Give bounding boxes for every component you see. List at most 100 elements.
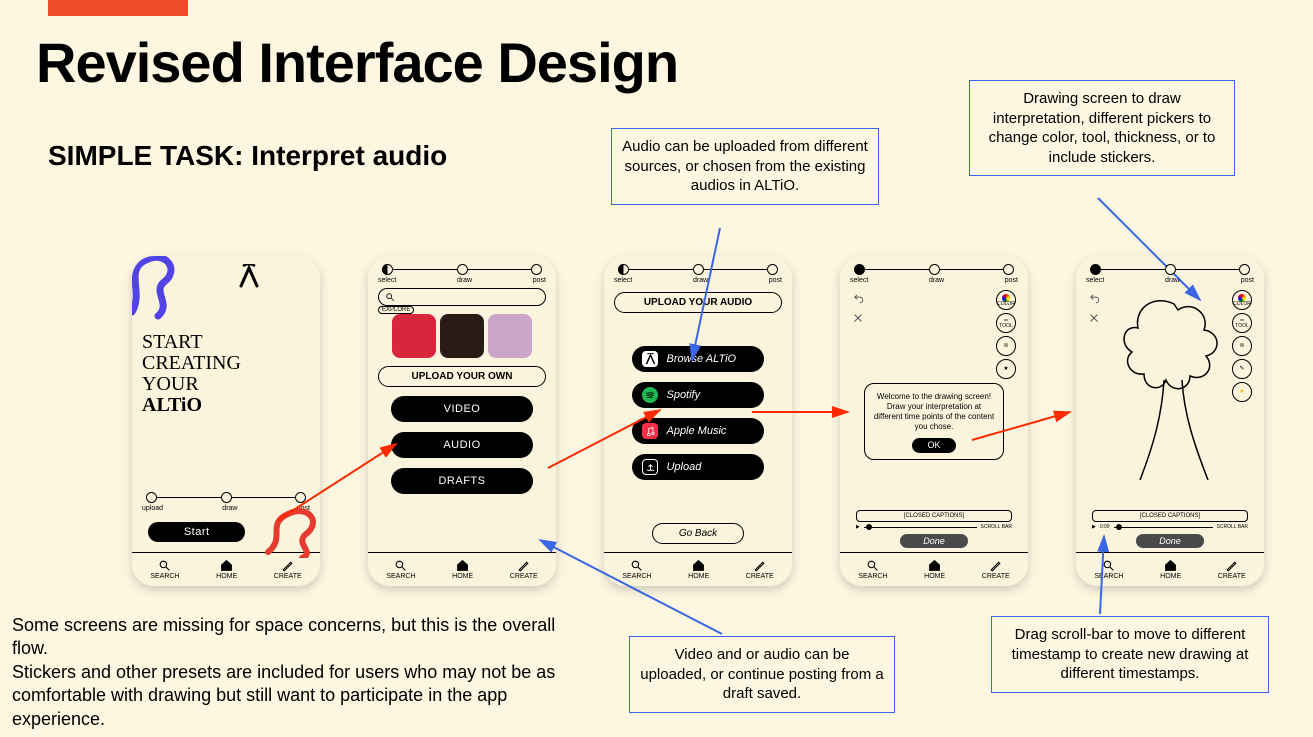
scroll-label: SCROLL BAR [1217, 524, 1249, 530]
audio-button[interactable]: AUDIO [391, 432, 534, 458]
tab-search[interactable]: SEARCH [1094, 559, 1123, 580]
tab-create[interactable]: CREATE [982, 559, 1010, 580]
tool-picker-column: COLOR ═TOOL ≋ ★ [996, 290, 1016, 379]
done-button[interactable]: Done [1136, 534, 1203, 548]
done-button[interactable]: Done [900, 534, 967, 548]
step-dot [1090, 264, 1101, 275]
step-label: upload [142, 505, 163, 512]
tab-create[interactable]: CREATE [274, 559, 302, 580]
play-icon[interactable]: ▶ [1092, 524, 1096, 530]
tab-search[interactable]: SEARCH [858, 559, 887, 580]
closed-captions-bar: [CLOSED CAPTIONS] [1092, 510, 1248, 522]
scroll-thumb[interactable] [1116, 524, 1122, 530]
step-dot [1239, 264, 1250, 275]
closed-captions-bar: [CLOSED CAPTIONS] [856, 510, 1012, 522]
scroll-track[interactable] [864, 527, 977, 528]
step-label: post [1005, 277, 1018, 284]
step-label: post [769, 277, 782, 284]
source-spotify-button[interactable]: Spotify [632, 382, 763, 408]
drawing-canvas[interactable]: COLOR ═TOOL ≋ ✎ ★ [1086, 288, 1254, 508]
close-icon[interactable] [852, 312, 864, 324]
tab-home[interactable]: HOME [216, 559, 237, 580]
source-label: Spotify [666, 389, 700, 401]
source-apple-music-button[interactable]: Apple Music [632, 418, 763, 444]
tab-search[interactable]: SEARCH [622, 559, 651, 580]
timeline-scrollbar[interactable]: ▶ 0:00 SCROLL BAR [1086, 524, 1254, 532]
drawing-canvas[interactable]: COLOR ═TOOL ≋ ★ Welcome to the drawing s… [850, 288, 1018, 508]
step-labels: select draw post [614, 277, 782, 284]
step-label: select [1086, 277, 1104, 284]
tab-home[interactable]: HOME [1160, 559, 1181, 580]
screen-drawing-modal: select draw post COLOR ═TOOL ≋ ★ Welcome… [840, 256, 1028, 586]
step-labels: select draw post [1086, 277, 1254, 284]
tab-home[interactable]: HOME [688, 559, 709, 580]
footnote-left: Some screens are missing for space conce… [12, 614, 592, 731]
tab-home[interactable]: HOME [924, 559, 945, 580]
drafts-button[interactable]: DRAFTS [391, 468, 534, 494]
video-button[interactable]: VIDEO [391, 396, 534, 422]
scroll-track[interactable] [1114, 527, 1213, 528]
tab-label: CREATE [510, 573, 538, 580]
go-back-button[interactable]: Go Back [652, 523, 744, 544]
tab-create[interactable]: CREATE [510, 559, 538, 580]
tab-search[interactable]: SEARCH [150, 559, 179, 580]
tab-bar: SEARCH HOME CREATE [368, 552, 556, 586]
scroll-thumb[interactable] [866, 524, 872, 530]
tab-create[interactable]: CREATE [1218, 559, 1246, 580]
step-dot [929, 264, 940, 275]
start-button[interactable]: Start [148, 522, 245, 542]
step-dot [767, 264, 778, 275]
step-dot [531, 264, 542, 275]
sticker-icon: ★ [1003, 366, 1008, 372]
explore-thumb[interactable] [392, 314, 436, 358]
step-label: select [378, 277, 396, 284]
search-input[interactable] [378, 288, 546, 306]
tool-thickness-button[interactable]: ≋ [996, 336, 1016, 356]
step-dot [1165, 264, 1176, 275]
modal-ok-button[interactable]: OK [912, 438, 956, 453]
tab-label: SEARCH [386, 573, 415, 580]
tool-color-button[interactable]: COLOR [996, 290, 1016, 310]
source-label: Apple Music [666, 425, 726, 437]
welcome-modal: Welcome to the drawing screen! Draw your… [864, 383, 1004, 460]
tool-tool-button[interactable]: ═TOOL [996, 313, 1016, 333]
progress-stepper [850, 264, 1018, 275]
tab-create[interactable]: CREATE [746, 559, 774, 580]
tab-label: CREATE [1218, 573, 1246, 580]
source-label: Browse ALTiO [666, 353, 736, 365]
step-label: select [614, 277, 632, 284]
explore-thumb[interactable] [488, 314, 532, 358]
tab-label: CREATE [746, 573, 774, 580]
step-dot [693, 264, 704, 275]
undo-icon[interactable] [1088, 292, 1102, 306]
close-icon[interactable] [1088, 312, 1100, 324]
undo-icon[interactable] [852, 292, 866, 306]
callout-audio-sources: Audio can be uploaded from different sou… [611, 128, 879, 205]
tagline-l3: YOUR [142, 373, 199, 395]
play-icon[interactable]: ▶ [856, 524, 860, 530]
source-label: Upload [666, 461, 701, 473]
step-label: post [533, 277, 546, 284]
source-altio-button[interactable]: Browse ALTiO [632, 346, 763, 372]
step-dot [618, 264, 629, 275]
step-label: draw [222, 505, 237, 512]
spotify-icon [642, 387, 658, 403]
source-upload-button[interactable]: Upload [632, 454, 763, 480]
step-dot [1003, 264, 1014, 275]
tab-search[interactable]: SEARCH [386, 559, 415, 580]
tool-sticker-button[interactable]: ★ [996, 359, 1016, 379]
tab-label: HOME [452, 573, 473, 580]
slide-subtitle: SIMPLE TASK: Interpret audio [48, 140, 447, 172]
start-tagline: START CREATING YOUR ALTiO [142, 332, 310, 416]
progress-stepper [614, 264, 782, 275]
step-dot [854, 264, 865, 275]
tab-bar: SEARCH HOME CREATE [1076, 552, 1264, 586]
tab-home[interactable]: HOME [452, 559, 473, 580]
step-dot [295, 492, 306, 503]
explore-thumb[interactable] [440, 314, 484, 358]
timeline-scrollbar[interactable]: ▶ SCROLL BAR [850, 524, 1018, 532]
step-labels: select draw post [378, 277, 546, 284]
callout-drawing-screen: Drawing screen to draw interpretation, d… [969, 80, 1235, 176]
slide-title: Revised Interface Design [36, 30, 678, 95]
tab-label: SEARCH [858, 573, 887, 580]
